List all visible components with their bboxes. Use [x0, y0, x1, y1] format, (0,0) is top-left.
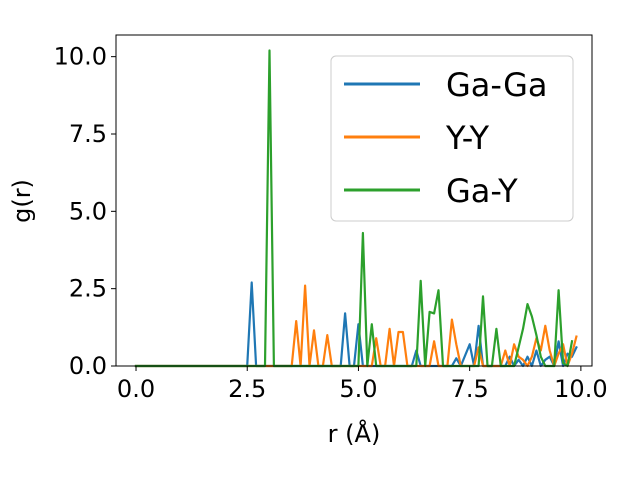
x-tick-label: 7.5 [451, 375, 489, 403]
y-axis-label: g(r) [8, 179, 36, 223]
y-axis-ticks: 0.0 2.5 5.0 7.5 10.0 [54, 43, 116, 380]
legend-label-y-y: Y-Y [445, 119, 490, 157]
series-line-ga-ga [134, 281, 578, 368]
x-axis-label: r (Å) [328, 419, 381, 448]
legend-label-ga-ga: Ga-Ga [446, 66, 548, 104]
y-tick-label: 2.5 [69, 275, 107, 303]
x-tick-label: 5.0 [339, 375, 377, 403]
x-tick-label: 0.0 [117, 375, 155, 403]
x-axis-ticks: 0.0 2.5 5.0 7.5 10.0 [117, 366, 608, 403]
y-tick-label: 0.0 [69, 352, 107, 380]
legend-box [330, 55, 574, 222]
y-tick-label: 10.0 [54, 43, 107, 71]
plot-frame [115, 34, 593, 367]
y-tick-label: 5.0 [69, 197, 107, 225]
legend-label-ga-y: Ga-Y [446, 172, 518, 210]
x-tick-label: 2.5 [228, 375, 266, 403]
legend: Ga-Ga Y-Y Ga-Y [330, 55, 574, 222]
legend-items: Ga-Ga Y-Y Ga-Y [344, 66, 548, 210]
y-tick-label: 7.5 [69, 120, 107, 148]
x-tick-label: 10.0 [554, 375, 607, 403]
